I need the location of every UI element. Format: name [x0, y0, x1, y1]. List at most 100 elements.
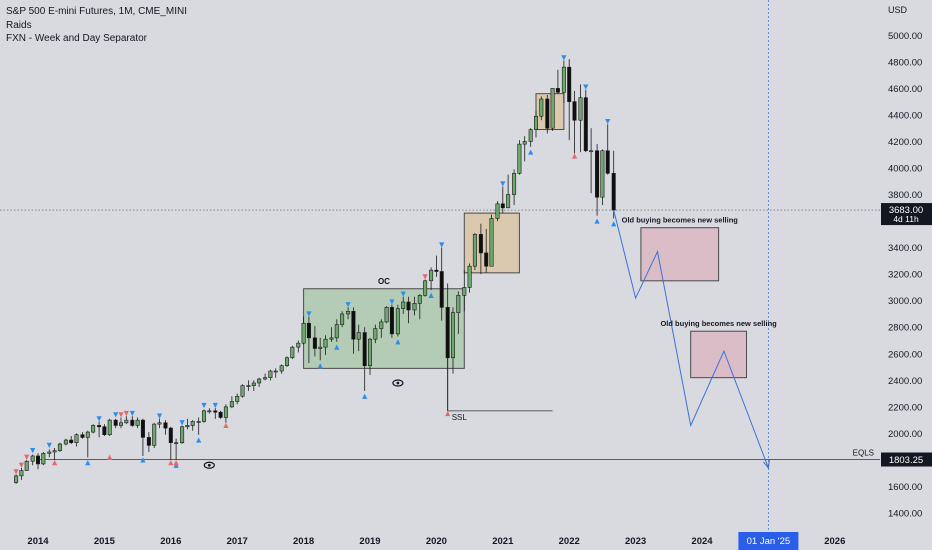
candle-up	[417, 295, 422, 304]
candle-up	[367, 338, 372, 367]
candle-up	[207, 410, 212, 413]
indicator-separator-label[interactable]: FXN - Week and Day Separator	[6, 33, 147, 44]
eqls-price-box	[881, 452, 932, 467]
candle-up	[522, 141, 527, 145]
candle-down	[595, 150, 600, 198]
marker-red-up	[52, 459, 58, 466]
y-tick-label: 2400.00	[888, 376, 922, 387]
eye-icon-pupil	[207, 463, 211, 467]
candle-down	[218, 411, 223, 418]
ssl-label: SSL	[452, 413, 468, 422]
candle-up	[63, 439, 68, 445]
candle-up	[268, 370, 273, 378]
y-tick-label: 4400.00	[888, 110, 922, 121]
marker-blue-up	[362, 393, 368, 399]
candle-up	[450, 312, 455, 359]
candle-down	[572, 101, 577, 121]
marker-blue-down	[345, 302, 351, 308]
candle-up	[539, 98, 544, 117]
candle-up	[229, 401, 234, 408]
candle-down	[146, 437, 151, 446]
candle-up	[47, 451, 52, 454]
oc-label: OC	[378, 277, 390, 286]
y-tick-label: 4600.00	[888, 84, 922, 95]
projection-layer	[613, 209, 770, 470]
candle-down	[362, 332, 367, 367]
x-tick-label: 2014	[27, 536, 49, 547]
chart-legend: S&P 500 E-mini Futures, 1M, CME_MINI Rai…	[6, 5, 187, 46]
candle-up	[174, 442, 179, 444]
candle-down	[555, 88, 560, 93]
candle-up	[57, 443, 62, 451]
candle-up	[401, 301, 406, 309]
symbol-title[interactable]: S&P 500 E-mini Futures, 1M, CME_MINI	[6, 6, 187, 17]
candle-down	[102, 426, 107, 436]
candle-down	[478, 234, 483, 254]
candle-down	[484, 252, 489, 267]
time-axis[interactable]: 2014 2015 2016 2017 2018 2019 2020 2021 2022 2023…	[27, 532, 845, 550]
marker-red-up	[107, 454, 113, 460]
candle-down	[113, 419, 118, 426]
candle-up	[124, 419, 129, 424]
candle-up	[489, 218, 494, 267]
candle-up	[41, 453, 46, 465]
marker-red-down	[18, 462, 24, 468]
candle-up	[202, 410, 207, 422]
candle-up	[14, 475, 19, 483]
candle-down	[445, 307, 450, 359]
candle-up	[462, 287, 467, 296]
candle-up	[600, 150, 605, 198]
projection-path	[613, 209, 769, 469]
marker-red-down	[24, 454, 30, 460]
currency-label: USD	[888, 5, 908, 15]
marker-blue-up	[611, 221, 617, 227]
last-price-label: 3683.00	[889, 205, 923, 216]
candle-down	[351, 311, 356, 340]
candle-up	[456, 295, 461, 313]
countdown-label: 4d 11h	[893, 214, 919, 224]
y-tick-label: 4800.00	[888, 57, 922, 68]
candle-up	[550, 88, 555, 129]
candle-up	[251, 382, 256, 386]
projection-arrowhead	[763, 459, 770, 470]
candle-down	[35, 455, 40, 465]
marker-blue-down	[439, 242, 445, 248]
x-tick-label: 2017	[227, 536, 248, 547]
candle-up	[190, 421, 195, 426]
price-axis[interactable]: USD1400.001600.001800.002000.002200.0024…	[881, 5, 932, 520]
indicator-raids-label[interactable]: Raids	[6, 19, 32, 31]
candle-up	[180, 426, 185, 443]
candle-up	[152, 423, 157, 446]
candle-down	[389, 307, 394, 335]
marker-blue-down	[605, 118, 611, 125]
marker-red-down	[13, 469, 19, 475]
marker-blue-down	[201, 402, 207, 409]
eqls-label: EQLS	[853, 449, 874, 458]
x-tick-label: 2026	[824, 536, 845, 547]
marker-blue-down	[156, 413, 163, 419]
candle-up	[74, 434, 79, 443]
candle-up	[91, 425, 96, 433]
candle-up	[235, 395, 240, 402]
y-tick-label: 2600.00	[888, 349, 922, 360]
last-price-box	[881, 203, 932, 226]
candle-up	[284, 357, 289, 367]
candle-up	[429, 269, 434, 282]
candle-down	[306, 322, 311, 339]
candle-up	[467, 265, 472, 288]
candle-up	[495, 203, 500, 219]
candle-up	[196, 421, 201, 423]
x-tick-label: 2024	[691, 536, 713, 547]
y-tick-label: 3000.00	[888, 296, 922, 307]
candle-up	[373, 328, 378, 340]
marker-blue-down	[400, 291, 406, 297]
eye-icon	[392, 379, 404, 387]
candle-up	[52, 450, 57, 453]
candle-up	[85, 431, 90, 438]
date-highlight-label: 01 Jan '25	[747, 536, 791, 547]
candle-up	[512, 173, 517, 195]
candle-up	[561, 66, 566, 93]
eqls-price-label: 1803.25	[889, 455, 923, 466]
